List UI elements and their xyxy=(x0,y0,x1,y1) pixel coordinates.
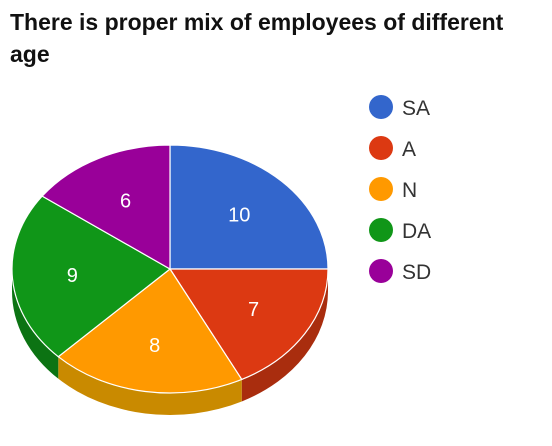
legend-item-sa[interactable]: SA xyxy=(369,95,430,120)
legend-label-sd: SD xyxy=(402,261,431,284)
legend-marker-da xyxy=(369,218,393,242)
data-label-sa: 10 xyxy=(228,205,250,227)
legend-item-sd[interactable]: SD xyxy=(369,259,431,284)
pie-slice-da[interactable] xyxy=(11,195,172,358)
pie-slice-sd[interactable] xyxy=(41,144,171,271)
legend-label-a: A xyxy=(402,138,416,161)
data-label-n: 8 xyxy=(149,335,160,357)
pie-side-a xyxy=(241,269,328,402)
legend-item-da[interactable]: DA xyxy=(369,218,431,243)
data-label-a: 7 xyxy=(248,299,259,321)
pie-slices xyxy=(11,144,329,394)
pie-slice-n[interactable] xyxy=(57,268,243,394)
chart-title: There is proper mix of employees of diff… xyxy=(10,9,504,67)
slice-labels: 10 7 8 9 6 xyxy=(67,190,259,356)
data-label-sd: 6 xyxy=(120,190,131,212)
legend-marker-a xyxy=(369,136,393,160)
pie-side-n xyxy=(58,356,242,415)
legend-marker-sa xyxy=(369,95,393,119)
legend-item-a[interactable]: A xyxy=(369,136,416,161)
legend-marker-n xyxy=(369,177,393,201)
pie-sides xyxy=(12,269,328,415)
legend-label-da: DA xyxy=(402,220,431,243)
legend-item-n[interactable]: N xyxy=(369,177,417,202)
pie-slice-sa[interactable] xyxy=(169,144,329,270)
legend: SA AN DA SD xyxy=(369,95,431,284)
legend-label-sa: SA xyxy=(402,97,430,120)
legend-marker-sd xyxy=(369,259,393,283)
pie-side-da xyxy=(12,269,59,379)
legend-label-n: N xyxy=(402,179,417,202)
pie-slice-a[interactable] xyxy=(168,268,329,381)
data-label-da: 9 xyxy=(67,265,78,287)
